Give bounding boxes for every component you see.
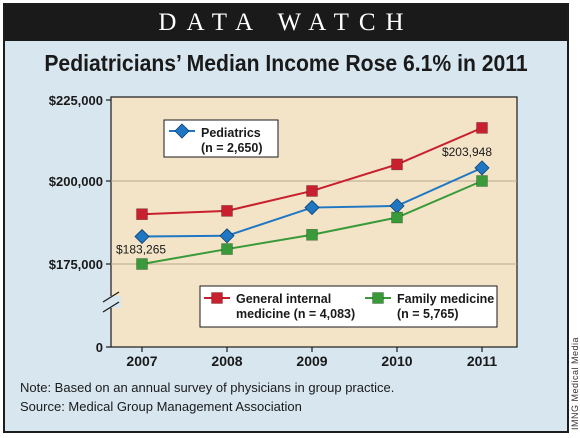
- x-tick-label: 2009: [296, 353, 327, 369]
- data-point-general_internal: [391, 158, 403, 171]
- data-point-family: [306, 228, 318, 241]
- data-point-family: [136, 258, 148, 270]
- data-point-general_internal: [136, 208, 148, 220]
- y-tick-label: 0: [96, 340, 103, 355]
- legend-label: (n = 5,765): [397, 307, 459, 321]
- data-point-general_internal: [476, 122, 488, 134]
- x-tick-label: 2010: [381, 353, 412, 369]
- data-point-family: [476, 175, 488, 187]
- legend-label: Pediatrics: [201, 126, 261, 140]
- axis-break-mark: [102, 301, 120, 313]
- data-point-general_internal: [221, 205, 233, 217]
- data-point-pediatrics: [219, 228, 235, 244]
- axis-break-gap: [101, 296, 121, 308]
- data-point-pediatrics: [474, 160, 490, 176]
- legend-general_internal: [199, 285, 498, 328]
- legend-label: (n = 2,650): [201, 141, 263, 155]
- legend-label: General internal: [236, 292, 331, 306]
- axis-break-mark: [102, 291, 120, 303]
- data-point-pediatrics: [304, 199, 320, 216]
- legend-marker-pediatrics: [174, 123, 190, 139]
- x-tick-label: 2008: [211, 353, 242, 369]
- notes: Note: Based on an annual survey of physi…: [20, 378, 540, 416]
- data-point-pediatrics: [134, 228, 150, 245]
- data-point-family: [221, 243, 233, 255]
- data-label: $183,265: [116, 243, 166, 257]
- data-point-general_internal: [306, 185, 318, 197]
- data-point-family: [391, 211, 403, 224]
- legend-label: medicine (n = 4,083): [236, 307, 355, 321]
- legend-marker-general_internal: [211, 292, 223, 304]
- legend-label: Family medicine: [397, 292, 494, 306]
- chart-title: Pediatricians’ Median Income Rose 6.1% i…: [44, 50, 528, 76]
- legend-marker-family: [372, 292, 384, 304]
- credit-text: IMNG Medical Media: [570, 336, 580, 430]
- note-text: Note: Based on an annual survey of physi…: [20, 380, 395, 395]
- source-text: Source: Medical Group Management Associa…: [20, 399, 302, 414]
- x-tick-label: 2011: [467, 353, 498, 369]
- x-tick-label: 2007: [126, 353, 157, 369]
- legend-pediatrics: [163, 119, 279, 158]
- y-tick-label: $225,000: [49, 93, 103, 108]
- y-tick-label: $200,000: [49, 174, 103, 189]
- banner: DATA WATCH: [5, 5, 567, 41]
- y-tick-label: $175,000: [49, 257, 103, 272]
- data-label: $203,948: [442, 145, 492, 159]
